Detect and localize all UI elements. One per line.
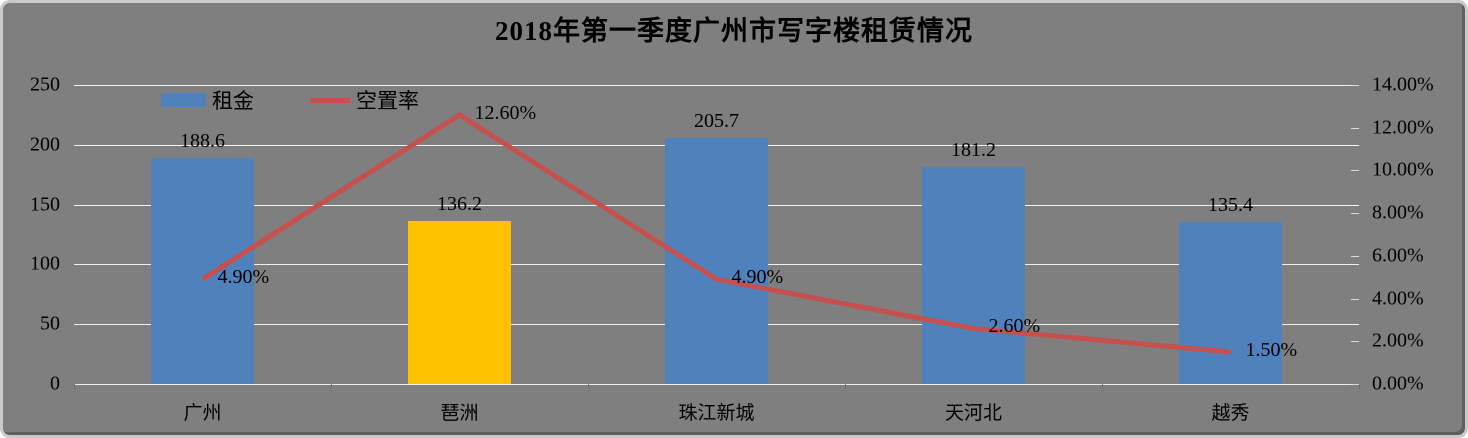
category-label: 珠江新城 <box>678 403 755 424</box>
legend: 租金 空置率 <box>161 85 419 115</box>
rent-bar-2 <box>408 221 511 384</box>
vacancy-value-label: 4.90% <box>731 266 784 289</box>
legend-item-vacancy: 空置率 <box>310 85 419 115</box>
right-axis-tick <box>1351 298 1359 300</box>
gridline <box>74 85 1359 86</box>
right-axis-tick <box>1351 341 1359 343</box>
x-axis-tick <box>1359 384 1360 389</box>
x-axis-tick <box>1102 384 1103 389</box>
vacancy-line <box>201 111 1231 355</box>
legend-label-rent: 租金 <box>212 89 254 113</box>
left-axis-label: 150 <box>30 193 60 216</box>
vacancy-value-label: 4.90% <box>217 266 270 289</box>
vacancy-value-label: 12.60% <box>474 101 537 124</box>
right-axis-tick <box>1351 213 1359 215</box>
x-axis-tick <box>331 384 332 389</box>
rent-bar-1 <box>151 158 254 384</box>
right-axis-label: 10.00% <box>1372 158 1434 181</box>
right-axis: 14.00% 12.00% 10.00% 8.00% 6.00% 4.00% 2.00% 0.… <box>1372 74 1465 395</box>
left-axis-label: 50 <box>40 312 60 335</box>
right-axis-label: 0.00% <box>1372 372 1424 395</box>
right-axis-label: 4.00% <box>1372 287 1424 310</box>
right-axis-label: 14.00% <box>1372 73 1434 96</box>
right-axis-tick <box>1351 255 1359 257</box>
rent-value-label: 181.2 <box>951 139 996 162</box>
vacancy-value-label: 1.50% <box>1245 338 1298 361</box>
chart-title: 2018年第一季度广州市写字楼租赁情况 <box>495 16 973 46</box>
right-axis-label: 8.00% <box>1372 201 1424 224</box>
left-axis-label: 0 <box>50 372 60 395</box>
category-label: 天河北 <box>944 403 1003 424</box>
legend-item-rent: 租金 <box>161 85 254 115</box>
left-axis-label: 100 <box>30 252 60 275</box>
right-axis-tick <box>1351 127 1359 129</box>
right-axis-label: 2.00% <box>1372 329 1424 352</box>
right-axis-tick <box>1351 384 1359 385</box>
right-axis-tick <box>1351 85 1359 86</box>
left-axis-label: 200 <box>30 133 60 156</box>
x-axis-tick <box>74 384 75 389</box>
right-axis-label: 12.00% <box>1372 116 1434 139</box>
category-label: 广州 <box>183 403 222 424</box>
legend-bar-swatch-icon <box>161 93 206 107</box>
gridline <box>74 384 1359 385</box>
category-label: 越秀 <box>1211 403 1250 424</box>
rent-value-label: 188.6 <box>180 130 225 153</box>
right-axis-tick <box>1351 170 1359 172</box>
x-axis-tick <box>588 384 589 389</box>
right-axis-label: 6.00% <box>1372 244 1424 267</box>
rent-value-label: 136.2 <box>437 193 482 216</box>
vacancy-value-label: 2.60% <box>988 315 1041 338</box>
x-axis: 广州 琶洲 珠江新城 天河北 越秀 <box>74 384 1359 429</box>
legend-label-vacancy: 空置率 <box>356 89 419 113</box>
rent-bar-4 <box>922 167 1025 384</box>
category-label: 琶洲 <box>440 403 479 424</box>
rent-bar-3 <box>665 137 768 384</box>
left-axis-label: 250 <box>30 73 60 96</box>
legend-line-swatch-icon <box>310 97 350 103</box>
x-axis-tick <box>845 384 846 389</box>
rent-bar-5 <box>1179 222 1282 384</box>
rent-value-label: 135.4 <box>1208 194 1253 217</box>
left-axis: 250 200 150 100 50 0 <box>3 74 60 395</box>
rent-value-label: 205.7 <box>694 109 739 132</box>
plot-area: 188.6 136.2 205.7 181.2 135.4 4.90% 12.60% 4.90… <box>74 85 1360 389</box>
